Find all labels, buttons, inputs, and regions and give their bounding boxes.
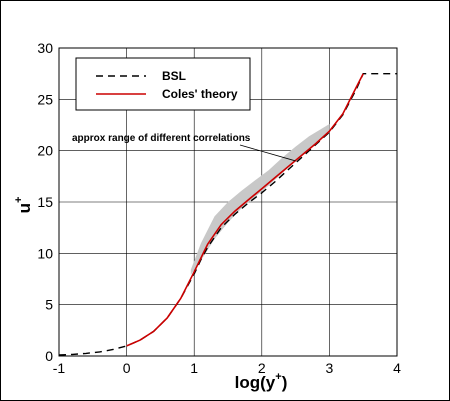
legend: BSL Coles' theory [75, 57, 251, 111]
x-axis-label-sup: + [275, 371, 281, 383]
x-tick-label: 0 [123, 360, 131, 376]
x-tick-label: -1 [53, 360, 66, 376]
y-tick-label: 5 [45, 297, 53, 313]
y-axis-label: u+ [13, 197, 34, 214]
series-line-coles [126, 73, 364, 347]
x-tick-label: 3 [326, 360, 334, 376]
y-axis-label-sup: + [13, 197, 25, 203]
annotation-leader-line [239, 144, 296, 162]
series-group [58, 72, 397, 356]
y-tick-label: 25 [37, 91, 53, 107]
y-tick-label: 15 [37, 194, 53, 210]
axes [58, 47, 398, 357]
y-tick-label: 0 [45, 348, 53, 364]
x-tick-label: 1 [190, 360, 198, 376]
y-tick-label: 10 [37, 245, 53, 261]
x-tick-label: 4 [393, 360, 401, 376]
x-tick-label: 2 [258, 360, 266, 376]
legend-label-coles: Coles' theory [162, 87, 238, 101]
plot-area-border [58, 47, 398, 357]
y-tick-label: 20 [37, 143, 53, 159]
y-tick-label: 30 [37, 40, 53, 56]
legend-label-bsl: BSL [162, 69, 186, 83]
correlation-band-group [190, 124, 330, 275]
annotation-text: approx range of different correlations [72, 133, 251, 144]
x-axis-label: log(y+) [235, 371, 288, 392]
legend-box [75, 57, 251, 111]
correlation-band [190, 124, 330, 275]
x-axis-label-close: ) [282, 373, 288, 392]
